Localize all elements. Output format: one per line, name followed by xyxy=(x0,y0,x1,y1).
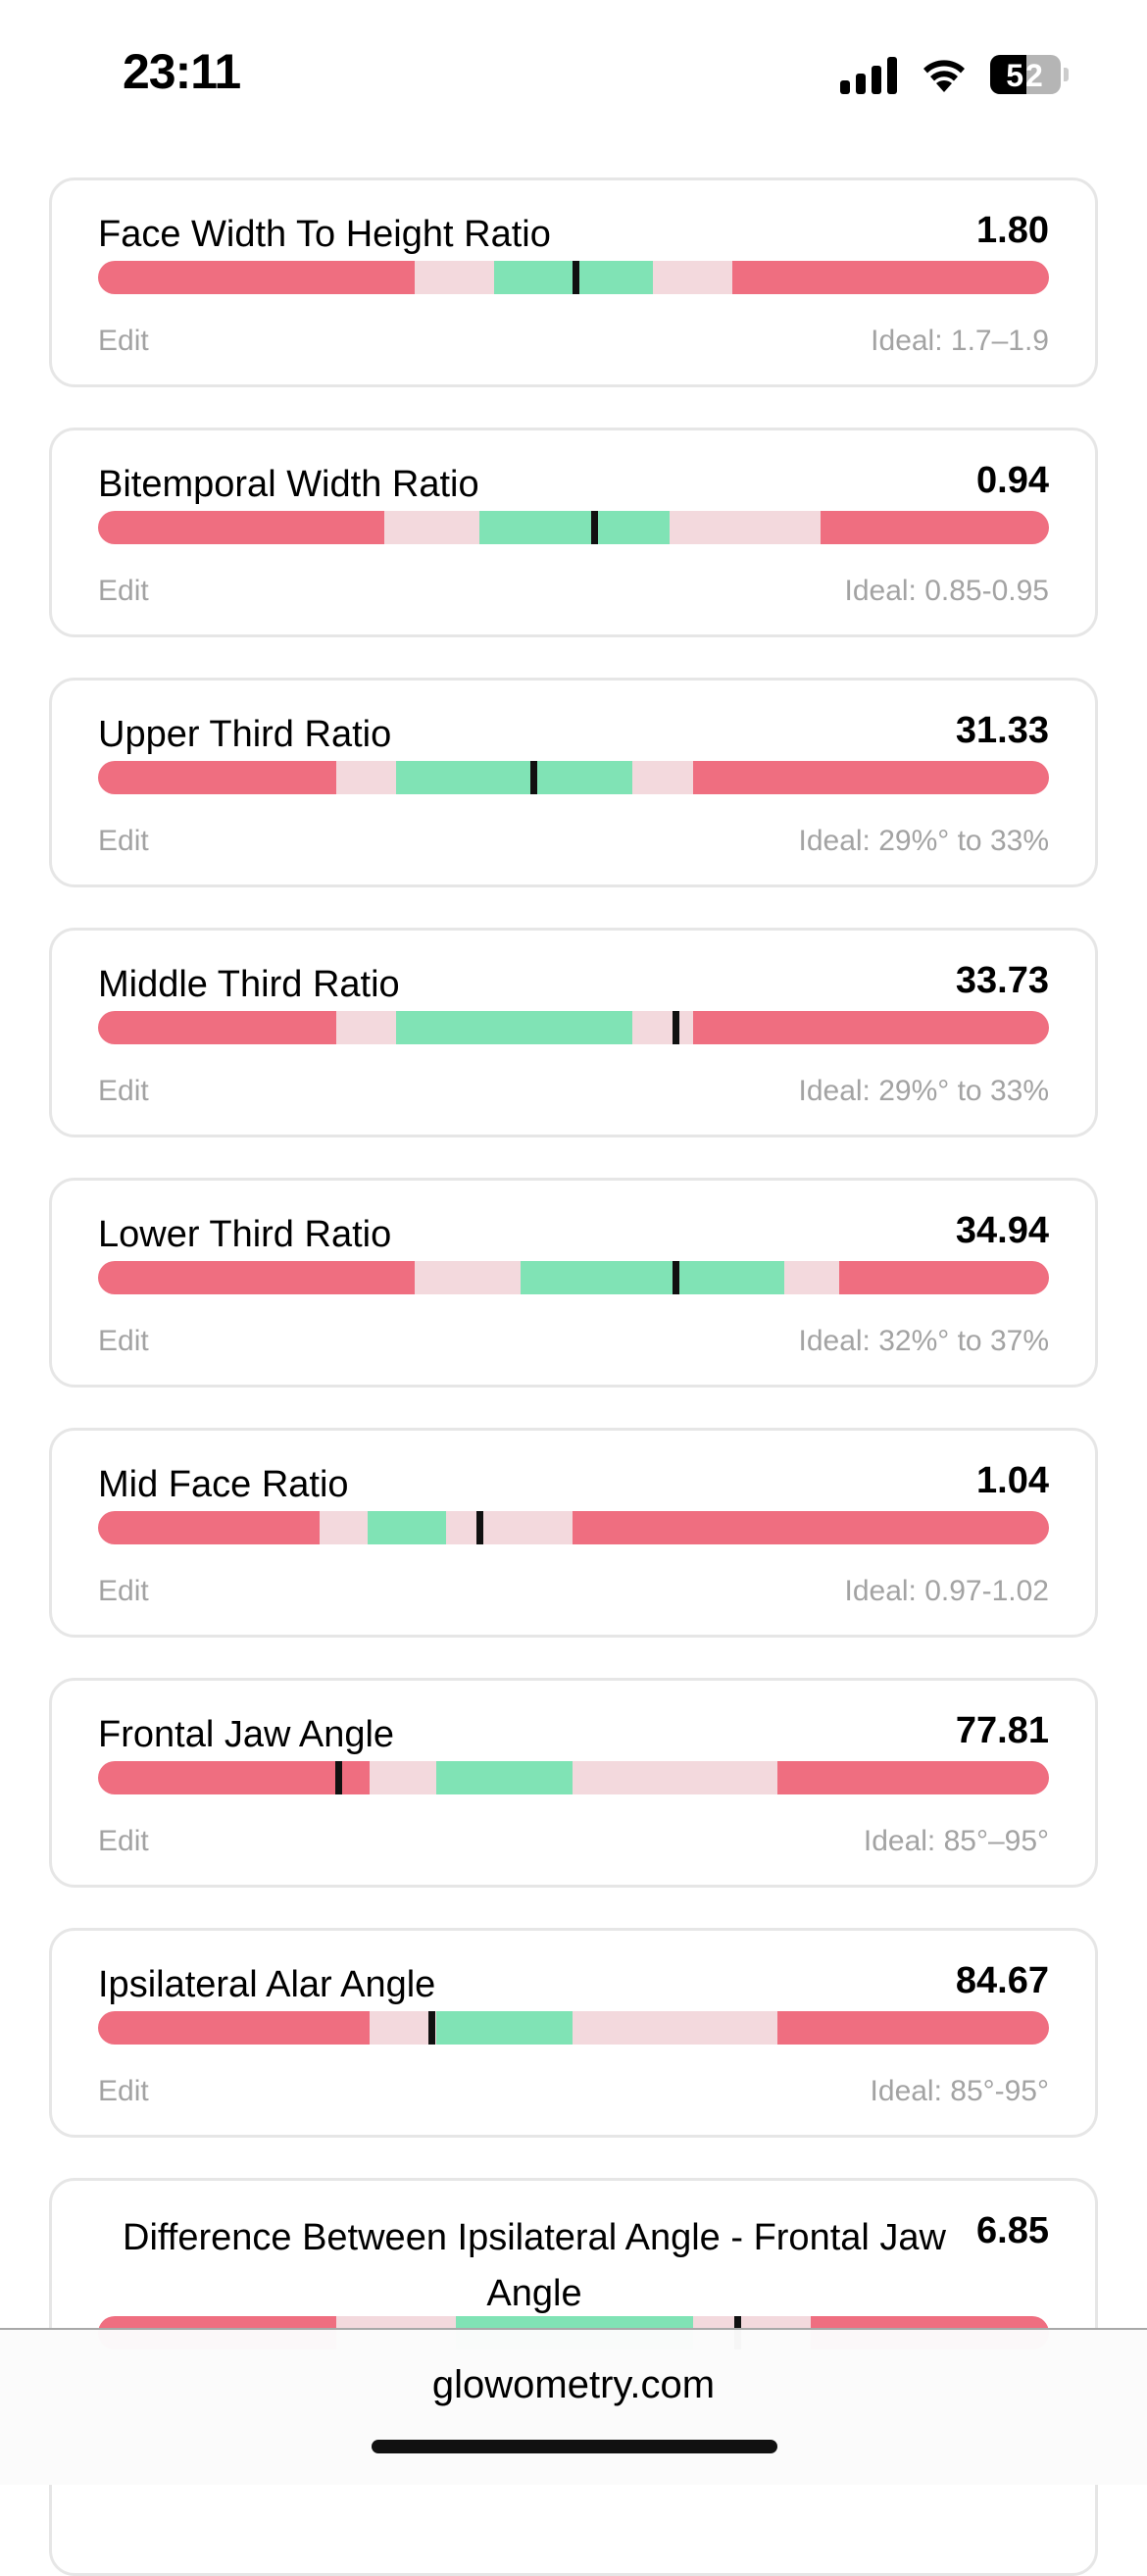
near-zone-left xyxy=(335,761,396,794)
metric-title: Middle Third Ratio xyxy=(98,964,400,1005)
near-zone-right xyxy=(446,1511,574,1544)
edit-button[interactable]: Edit xyxy=(98,1075,149,1107)
near-zone-left xyxy=(415,261,494,294)
cellular-signal-icon xyxy=(840,57,897,94)
status-bar: 23:11 52 xyxy=(0,0,1147,147)
metric-title: Lower Third Ratio xyxy=(98,1214,392,1255)
near-zone-left xyxy=(370,2011,437,2045)
metric-value: 77.81 xyxy=(955,1710,1049,1751)
ideal-zone xyxy=(395,761,633,794)
near-zone-right xyxy=(632,761,694,794)
metric-title: Bitemporal Width Ratio xyxy=(98,464,479,505)
value-marker xyxy=(672,1011,679,1044)
home-indicator[interactable] xyxy=(372,2440,777,2453)
metric-card: Mid Face Ratio 1.04 Edit Ideal: 0.97-1.02 xyxy=(49,1428,1098,1638)
metric-title: Face Width To Height Ratio xyxy=(98,214,551,255)
near-zone-left xyxy=(335,1011,396,1044)
battery-icon: 52 xyxy=(990,55,1061,94)
ideal-range: Ideal: 1.7–1.9 xyxy=(871,325,1049,357)
metric-range-bar xyxy=(98,2011,1049,2045)
ideal-range: Ideal: 85°–95° xyxy=(863,1825,1049,1857)
ideal-zone xyxy=(395,1011,633,1044)
metric-value: 33.73 xyxy=(955,960,1049,1001)
near-zone-right xyxy=(573,2011,777,2045)
metric-title: Mid Face Ratio xyxy=(98,1464,349,1505)
metric-range-bar xyxy=(98,511,1049,544)
ideal-zone xyxy=(436,1761,574,1794)
edit-button[interactable]: Edit xyxy=(98,575,149,607)
metric-range-bar xyxy=(98,1261,1049,1294)
near-zone-right xyxy=(669,511,822,544)
metric-value: 1.04 xyxy=(976,1460,1049,1501)
battery-tip xyxy=(1064,68,1069,81)
metric-card: Upper Third Ratio 31.33 Edit Ideal: 29%° … xyxy=(49,678,1098,887)
metric-title: Ipsilateral Alar Angle xyxy=(98,1964,436,2005)
edit-button[interactable]: Edit xyxy=(98,1325,149,1357)
wifi-icon xyxy=(923,60,965,92)
near-zone-right xyxy=(784,1261,839,1294)
ideal-range: Ideal: 85°-95° xyxy=(870,2075,1049,2107)
metric-range-bar xyxy=(98,1011,1049,1044)
status-time: 23:11 xyxy=(123,44,241,99)
metric-range-bar xyxy=(98,1761,1049,1794)
metric-value: 1.80 xyxy=(976,210,1049,251)
near-zone-left xyxy=(415,1261,521,1294)
value-marker xyxy=(572,261,579,294)
metric-title: Frontal Jaw Angle xyxy=(98,1714,395,1755)
metric-range-bar xyxy=(98,261,1049,294)
metric-card: Bitemporal Width Ratio 0.94 Edit Ideal: 0… xyxy=(49,428,1098,637)
ideal-zone xyxy=(436,2011,574,2045)
value-marker xyxy=(428,2011,436,2045)
metric-title: Upper Third Ratio xyxy=(98,714,392,755)
near-zone-right xyxy=(632,1011,694,1044)
metric-range-bar xyxy=(98,761,1049,794)
metric-card: Ipsilateral Alar Angle 84.67 Edit Ideal: … xyxy=(49,1928,1098,2138)
battery-level: 52 xyxy=(1006,58,1045,93)
edit-button[interactable]: Edit xyxy=(98,1575,149,1607)
near-zone-right xyxy=(653,261,732,294)
metric-value: 31.33 xyxy=(955,710,1049,751)
value-marker xyxy=(335,1761,343,1794)
edit-button[interactable]: Edit xyxy=(98,1825,149,1857)
value-marker xyxy=(530,761,538,794)
metric-card: Face Width To Height Ratio 1.80 Edit Idea… xyxy=(49,177,1098,387)
value-marker xyxy=(475,1511,483,1544)
metric-value: 0.94 xyxy=(976,460,1049,501)
metric-card: Frontal Jaw Angle 77.81 Edit Ideal: 85°–9… xyxy=(49,1678,1098,1888)
site-url[interactable]: glowometry.com xyxy=(431,2363,716,2406)
edit-button[interactable]: Edit xyxy=(98,825,149,857)
browser-footer: glowometry.com xyxy=(0,2328,1147,2485)
metric-value: 84.67 xyxy=(955,1960,1049,2001)
metric-range-bar xyxy=(98,1511,1049,1544)
ideal-range: Ideal: 0.97-1.02 xyxy=(844,1575,1050,1607)
ideal-range: Ideal: 29%° to 33% xyxy=(798,825,1050,857)
metric-value: 6.85 xyxy=(976,2210,1049,2251)
edit-button[interactable]: Edit xyxy=(98,325,149,357)
metric-title: Difference Between Ipsilateral Angle - F… xyxy=(123,2217,946,2314)
edit-button[interactable]: Edit xyxy=(98,2075,149,2107)
near-zone-left xyxy=(370,1761,437,1794)
ideal-range: Ideal: 29%° to 33% xyxy=(798,1075,1050,1107)
metric-card: Middle Third Ratio 33.73 Edit Ideal: 29%°… xyxy=(49,928,1098,1137)
near-zone-left xyxy=(383,511,479,544)
ideal-range: Ideal: 0.85-0.95 xyxy=(844,575,1050,607)
ideal-range: Ideal: 32%° to 37% xyxy=(798,1325,1050,1357)
ideal-zone xyxy=(520,1261,785,1294)
near-zone-left xyxy=(320,1511,368,1544)
value-marker xyxy=(591,511,599,544)
metric-card: Lower Third Ratio 34.94 Edit Ideal: 32%° … xyxy=(49,1178,1098,1388)
near-zone-right xyxy=(573,1761,777,1794)
ideal-zone xyxy=(478,511,670,544)
ideal-zone xyxy=(367,1511,446,1544)
value-marker xyxy=(672,1261,679,1294)
metric-value: 34.94 xyxy=(955,1210,1049,1251)
